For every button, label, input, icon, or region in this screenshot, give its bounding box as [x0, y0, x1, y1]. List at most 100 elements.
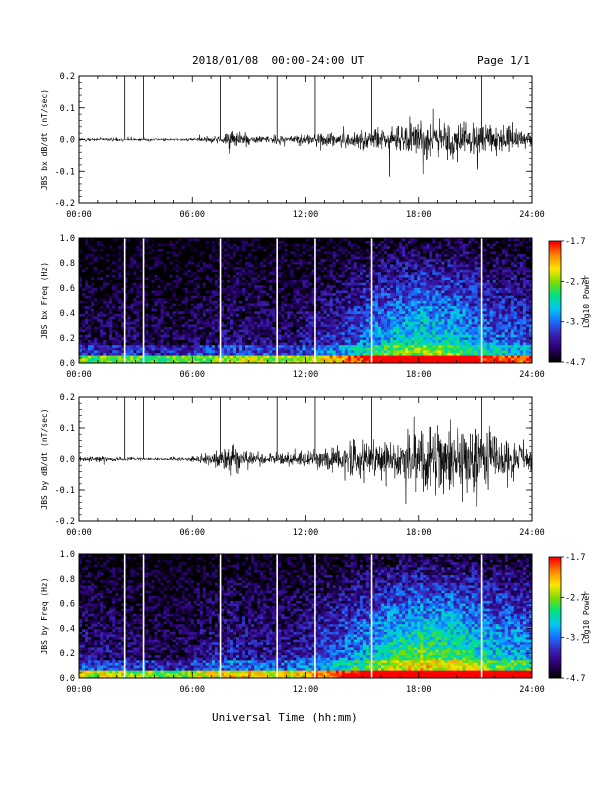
spectrogram-cell	[193, 355, 198, 359]
spectrogram-cell	[205, 290, 210, 294]
spectrogram-cell	[320, 321, 325, 325]
spectrogram-cell	[323, 352, 328, 356]
spectrogram-cell	[169, 303, 174, 307]
spectrogram-cell	[139, 251, 143, 255]
spectrogram-cell	[308, 339, 312, 343]
spectrogram-cell	[217, 308, 222, 312]
spectrogram-cell	[85, 292, 89, 296]
spectrogram-cell	[239, 339, 243, 343]
spectrogram-cell	[341, 258, 346, 262]
spectrogram-cell	[230, 279, 234, 283]
spectrogram-cell	[368, 284, 373, 288]
spectrogram-cell	[362, 295, 367, 299]
spectrogram-cell	[94, 313, 98, 317]
spectrogram-cell	[166, 277, 170, 281]
spectrogram-cell	[353, 279, 358, 283]
spectrogram-cell	[187, 323, 192, 327]
spectrogram-cell	[236, 271, 240, 275]
spectrogram-cell	[85, 308, 89, 312]
spectrogram-cell	[181, 243, 186, 247]
spectrogram-cell	[290, 329, 294, 333]
spectrogram-cell	[94, 318, 98, 322]
spectrogram-cell	[299, 277, 303, 281]
spectrogram-cell	[350, 295, 355, 299]
spectrogram-cell	[245, 357, 249, 361]
spectrogram-cell	[139, 300, 143, 304]
spectrogram-cell	[217, 357, 222, 361]
spectrogram-cell	[368, 326, 373, 330]
spectrogram-cell	[308, 290, 312, 294]
spectrogram-cell	[302, 279, 306, 283]
spectrogram-cell	[281, 266, 285, 270]
spectrogram-cell	[145, 342, 149, 346]
spectrogram-cell	[302, 308, 306, 312]
spectrogram-cell	[175, 287, 180, 291]
spectrogram-cell	[184, 344, 189, 348]
spectrogram-cell	[281, 336, 285, 340]
spectrogram-cell	[266, 251, 270, 255]
spectrogram-cell	[347, 300, 352, 304]
spectrogram-cell	[193, 308, 198, 312]
spectrogram-cell	[112, 305, 116, 309]
spectrogram-cell	[356, 284, 361, 288]
spectrogram-cell	[254, 313, 258, 317]
spectrogram-cell	[208, 316, 213, 320]
spectrogram-cell	[151, 287, 155, 291]
spectrogram-cell	[353, 310, 358, 314]
spectrogram-cell	[347, 243, 352, 247]
spectrogram-cell	[353, 305, 358, 309]
spectrogram-cell	[326, 290, 331, 294]
spectrogram-cell	[254, 274, 258, 278]
spectrogram-cell	[175, 258, 180, 262]
spectrogram-cell	[136, 253, 140, 257]
spectrogram-cell	[160, 258, 164, 262]
spectrogram-cell	[350, 248, 355, 252]
spectrogram-cell	[112, 248, 116, 252]
spectrogram-cell	[245, 342, 249, 346]
spectrogram-cell	[211, 355, 216, 359]
spectrogram-cell	[172, 256, 177, 260]
spectrogram-cell	[118, 264, 122, 268]
spectrogram-cell	[236, 339, 240, 343]
spectrogram-cell	[242, 284, 246, 288]
spectrogram-cell	[287, 295, 291, 299]
spectrogram-cell	[211, 261, 216, 265]
spectrogram-cell	[157, 347, 161, 351]
spectrogram-cell	[88, 336, 92, 340]
spectrogram-cell	[377, 274, 382, 278]
spectrogram-cell	[381, 256, 385, 260]
spectrogram-cell	[272, 269, 276, 273]
spectrogram-cell	[91, 287, 95, 291]
spectrogram-cell	[193, 329, 198, 333]
spectrogram-cell	[278, 355, 282, 359]
spectrogram-cell	[178, 334, 183, 338]
spectrogram-cell	[377, 248, 382, 252]
spectrogram-cell	[106, 331, 110, 335]
spectrogram-cell	[384, 329, 388, 333]
spectrogram-cell	[314, 308, 318, 312]
spectrogram-cell	[233, 261, 237, 265]
spectrogram-cell	[338, 261, 343, 265]
spectrogram-cell	[199, 290, 204, 294]
spectrogram-cell	[245, 279, 249, 283]
spectrogram-cell	[296, 303, 300, 307]
spectrogram-cell	[233, 310, 237, 314]
spectrogram-cell	[121, 253, 125, 257]
spectrogram-cell	[136, 287, 140, 291]
spectrogram-cell	[338, 355, 343, 359]
spectrogram-cell	[157, 238, 161, 241]
spectrogram-cell	[115, 308, 119, 312]
spectrogram-cell	[139, 295, 143, 299]
spectrogram-cell	[320, 251, 325, 255]
spectrogram-cell	[79, 329, 83, 333]
spectrogram-cell	[260, 274, 264, 278]
spectrogram-cell	[139, 339, 143, 343]
spectrogram-cell	[184, 269, 189, 273]
spectrogram-cell	[290, 360, 294, 364]
spectrogram-cell	[163, 305, 167, 309]
spectrogram-cell	[154, 287, 158, 291]
spectrogram-cell	[223, 277, 228, 281]
spectrogram-cell	[106, 305, 110, 309]
spectrogram-cell	[290, 258, 294, 262]
spectrogram-cell	[290, 245, 294, 249]
